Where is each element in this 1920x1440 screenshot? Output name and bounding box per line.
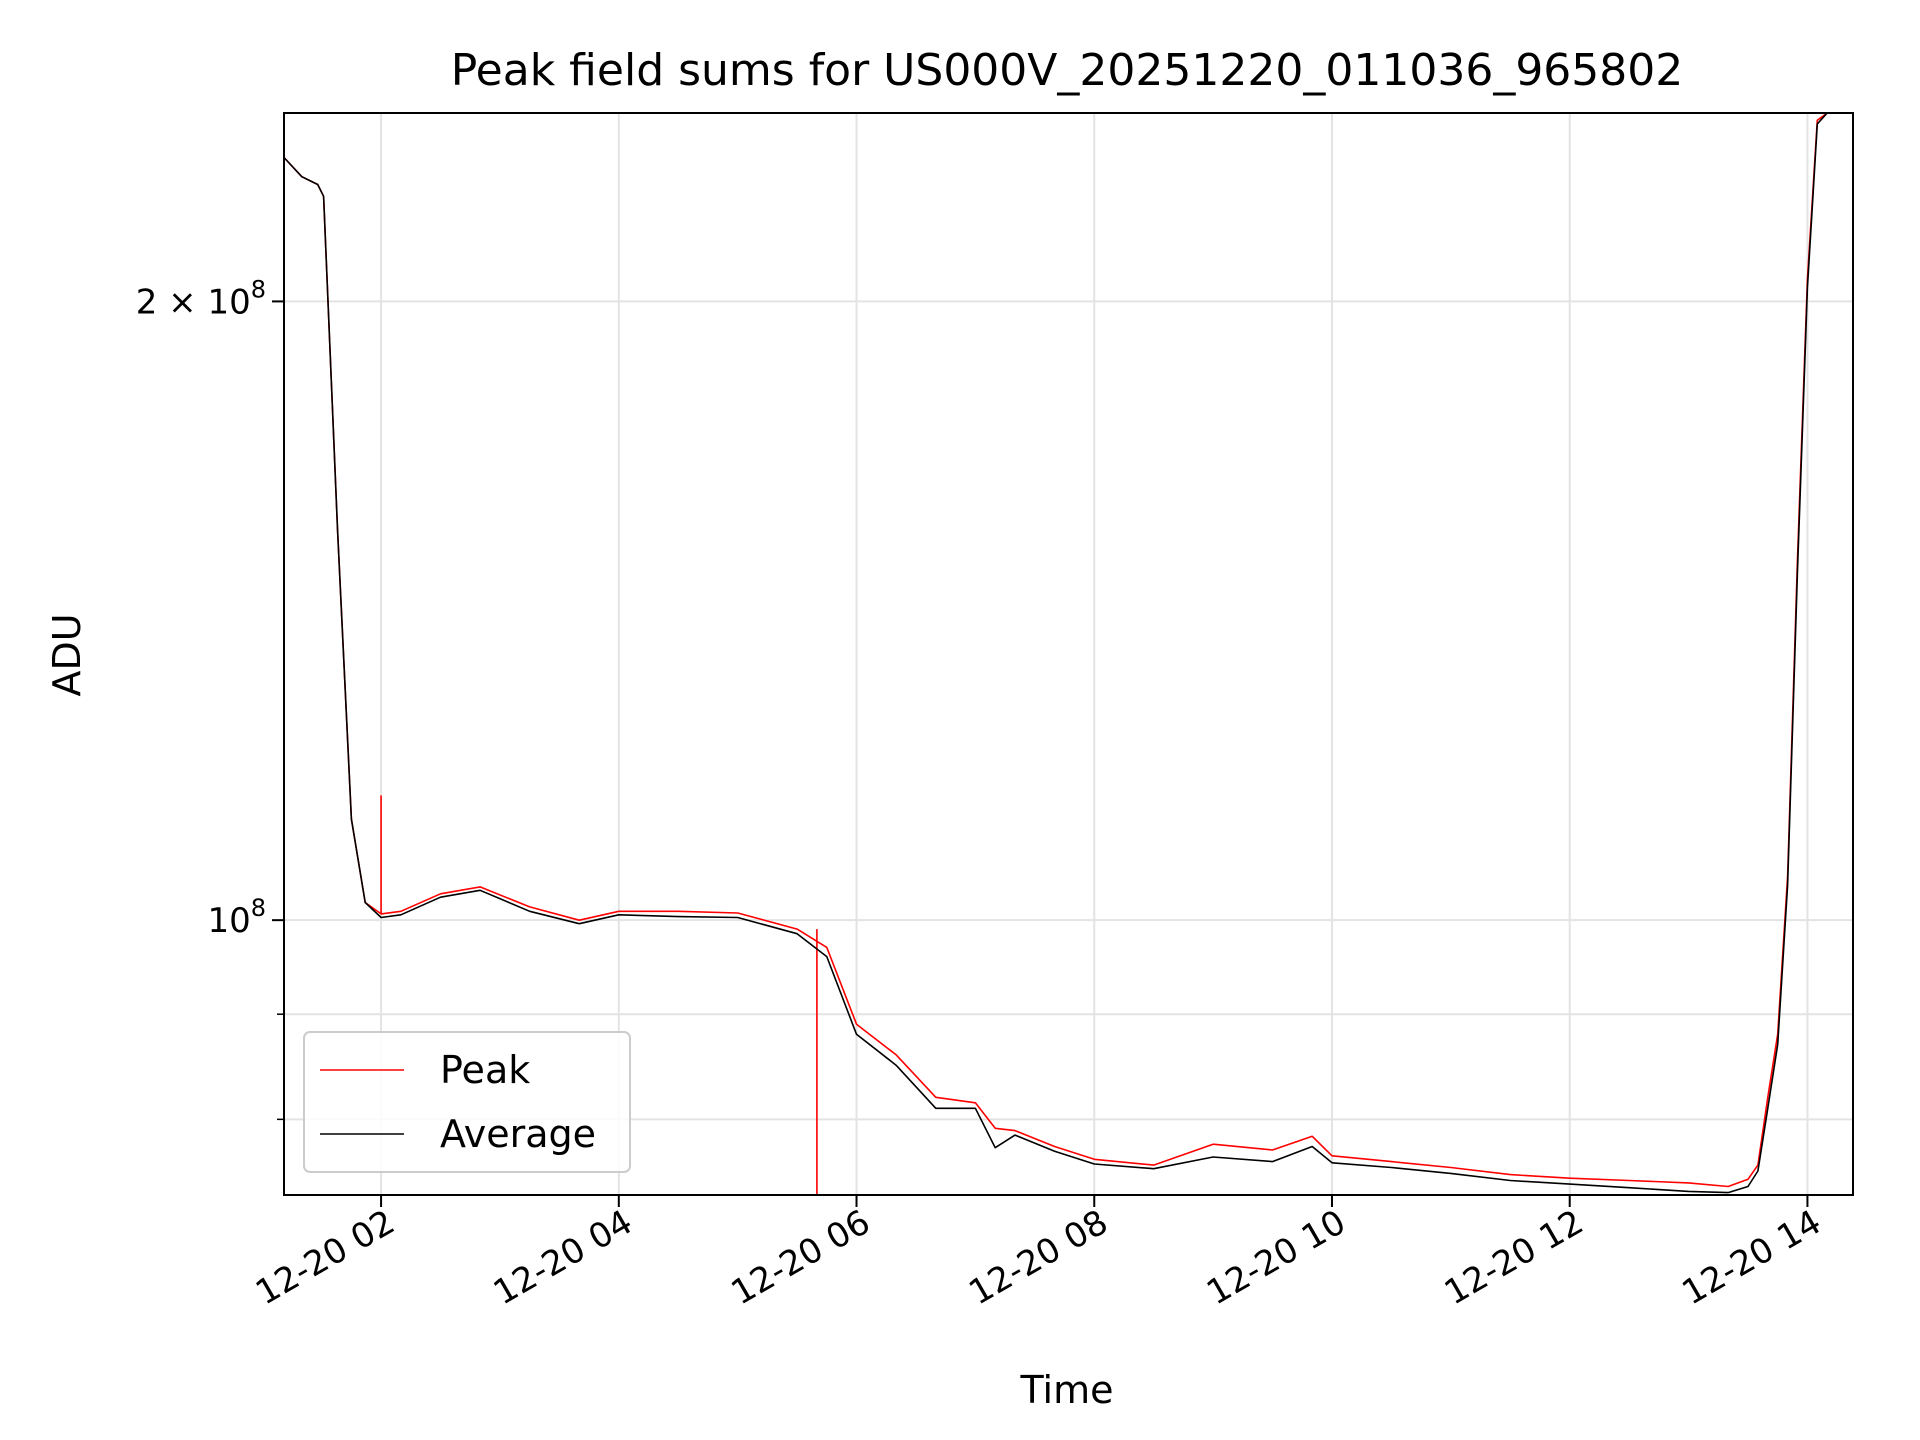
chart-title: Peak field sums for US000V_20251220_0110… bbox=[451, 45, 1684, 96]
series-line-average bbox=[284, 113, 1828, 1194]
x-axis-label: Time bbox=[1020, 1368, 1114, 1412]
series-group bbox=[284, 113, 1828, 1195]
y-tick-label: 2 × 108 bbox=[136, 275, 266, 322]
y-axis-label: ADU bbox=[45, 613, 89, 696]
legend-label-average: Average bbox=[440, 1112, 596, 1156]
series-peak bbox=[284, 113, 1828, 1195]
plot-area-frame bbox=[283, 112, 1854, 1196]
y-axis-ticks: 108 2 × 108 bbox=[136, 275, 284, 1121]
legend-box bbox=[303, 1031, 631, 1173]
grid-lines bbox=[284, 113, 1853, 1195]
legend: Peak Average bbox=[303, 1031, 631, 1173]
series-average bbox=[284, 113, 1828, 1194]
legend-label-peak: Peak bbox=[440, 1048, 530, 1092]
y-tick-label: 108 bbox=[207, 894, 266, 941]
series-line-peak bbox=[284, 113, 1828, 1188]
